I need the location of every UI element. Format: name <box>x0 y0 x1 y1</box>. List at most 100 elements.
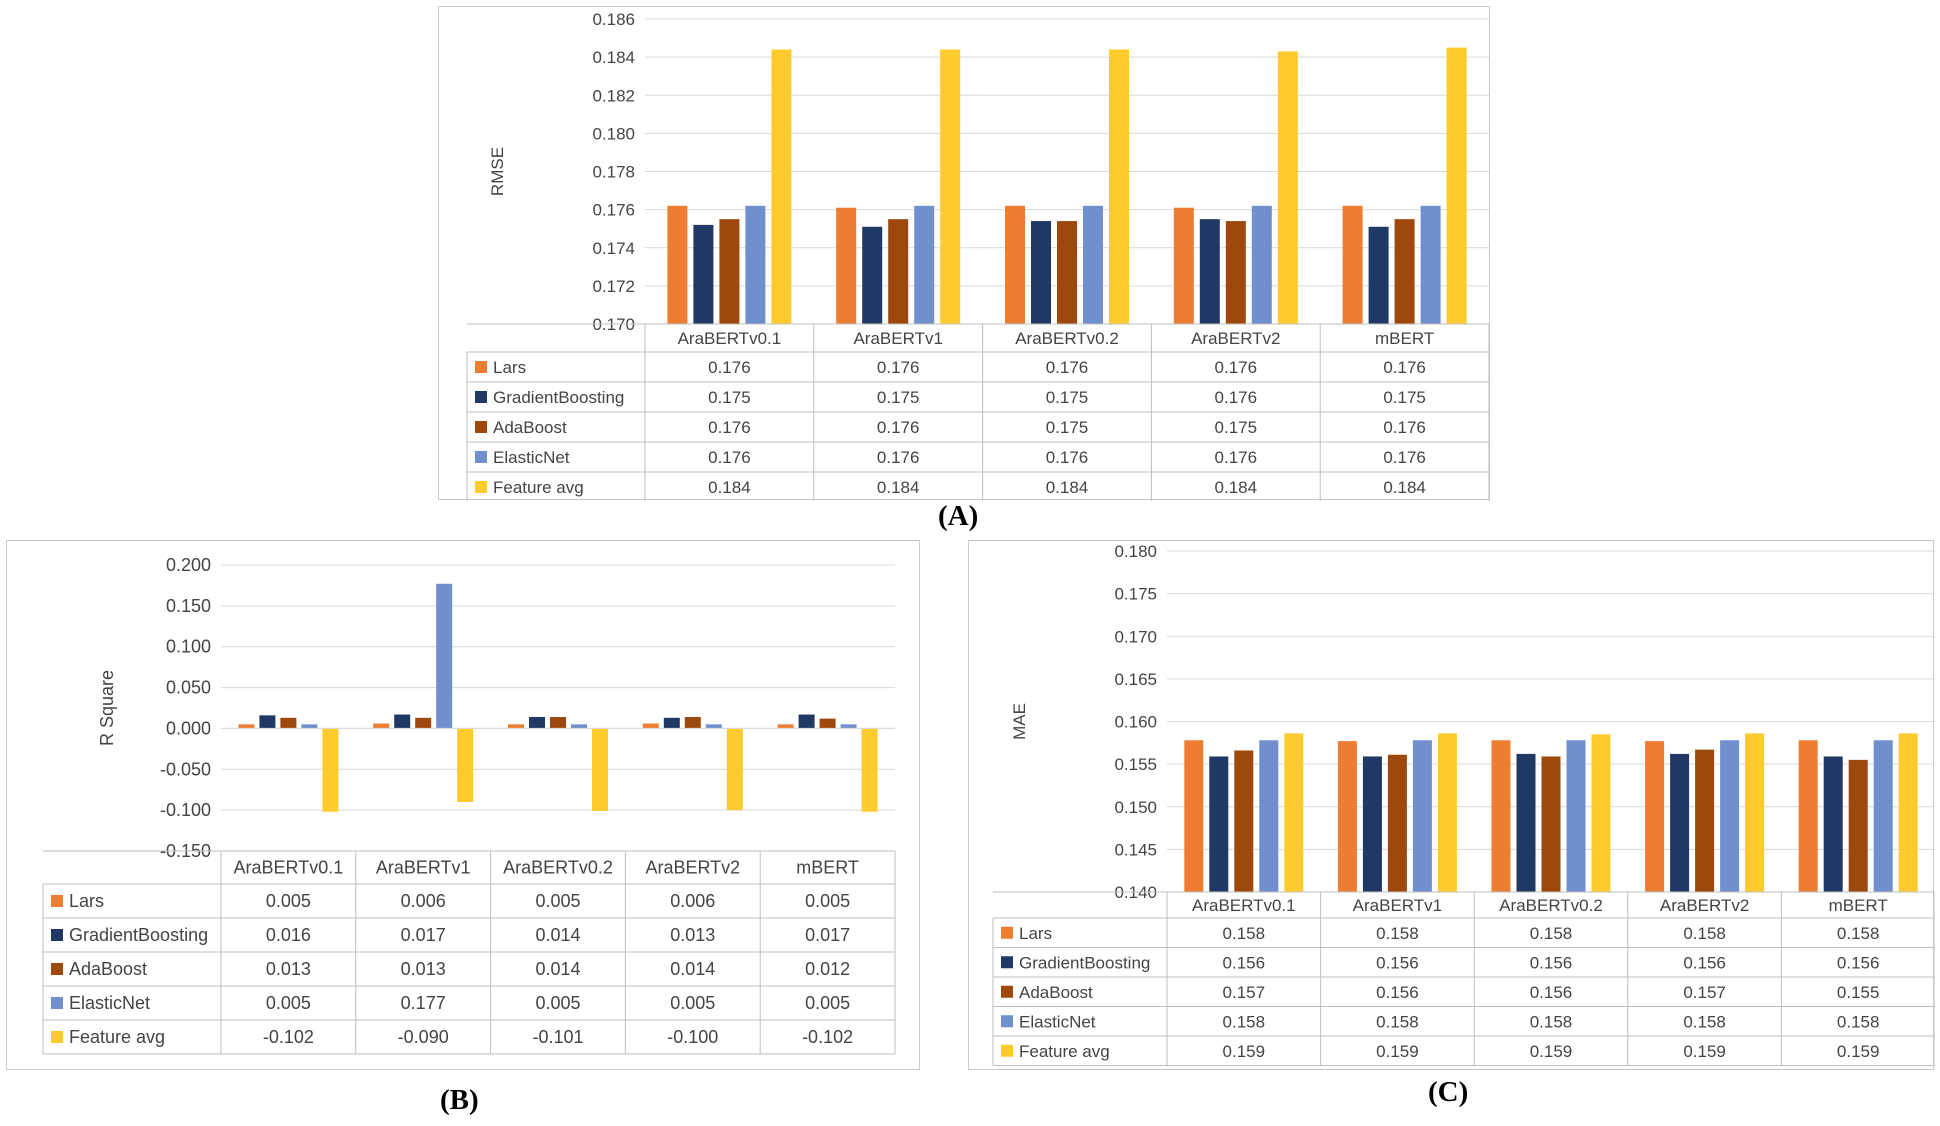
bar-lars-arabertv2 <box>1173 207 1194 324</box>
data-label: 0.158 <box>1223 1012 1266 1031</box>
data-label: 0.158 <box>1530 924 1573 943</box>
bar-elasticnet-arabertv1 <box>436 583 453 729</box>
data-label: 0.158 <box>1530 1012 1573 1031</box>
legend-label-gradientboosting: GradientBoosting <box>69 925 208 945</box>
y-axis-label: R Square <box>97 670 117 746</box>
y-tick-label: 0.174 <box>592 239 635 258</box>
chart-b-panel: 0.200 0.150 0.100 0.050 0.000 -0.050 -0.100 -0.… <box>6 540 920 1070</box>
legend-label-lars: Lars <box>1019 924 1052 943</box>
legend-label-lars: Lars <box>493 358 526 377</box>
category-label: mBERT <box>796 858 859 878</box>
data-label: 0.005 <box>266 891 311 911</box>
category-label: AraBERTv2 <box>645 858 740 878</box>
bar-lars-arabertv0-2 <box>1491 740 1511 892</box>
data-label: 0.158 <box>1683 1012 1726 1031</box>
bar-adaboost-arabertv2 <box>684 716 701 729</box>
bar-elasticnet-arabertv0-2 <box>1566 740 1586 892</box>
data-label: 0.013 <box>670 925 715 945</box>
bar-feature-avg-arabertv0-2 <box>1591 734 1611 892</box>
bar-elasticnet-mbert <box>1420 205 1441 324</box>
bar-lars-mbert <box>1798 740 1818 892</box>
bar-adaboost-mbert <box>1394 219 1415 324</box>
y-tick-label: 0.182 <box>592 86 635 105</box>
data-label: 0.184 <box>708 478 751 497</box>
bar-feature-avg-arabertv0-2 <box>592 728 608 811</box>
bar-elasticnet-arabertv0-1 <box>301 724 318 729</box>
bar-elasticnet-arabertv2 <box>1720 740 1740 892</box>
data-label: 0.159 <box>1530 1042 1573 1061</box>
bar-adaboost-mbert <box>1848 759 1868 892</box>
y-tick-label: 0.145 <box>1114 840 1157 859</box>
category-label: mBERT <box>1375 329 1434 348</box>
bar-lars-mbert <box>1342 205 1363 324</box>
data-label: 0.016 <box>266 925 311 945</box>
data-label: 0.005 <box>535 891 580 911</box>
y-tick-label: 0.150 <box>1114 798 1157 817</box>
y-tick-label: 0.000 <box>166 718 211 738</box>
y-tick-label: 0.050 <box>166 678 211 698</box>
bar-gradientboosting-mbert <box>1368 226 1389 324</box>
bar-elasticnet-arabertv1 <box>914 205 935 324</box>
data-label: 0.184 <box>1383 478 1426 497</box>
bar-lars-arabertv1 <box>836 207 857 324</box>
legend-swatch-elasticnet <box>1001 1015 1013 1028</box>
legend-label-feature-avg: Feature avg <box>69 1027 165 1047</box>
bar-gradientboosting-arabertv0-2 <box>1516 753 1536 892</box>
bar-lars-arabertv0-2 <box>1005 205 1025 324</box>
category-label: AraBERTv1 <box>853 329 942 348</box>
data-label: 0.017 <box>805 925 850 945</box>
data-label: 0.158 <box>1837 1012 1880 1031</box>
data-label: 0.175 <box>1046 388 1089 407</box>
legend-label-adaboost: AdaBoost <box>69 959 147 979</box>
bar-elasticnet-arabertv2 <box>705 724 722 729</box>
bar-elasticnet-arabertv1 <box>1412 740 1432 892</box>
bar-adaboost-arabertv1 <box>888 219 909 324</box>
legend-swatch-gradientboosting <box>1001 956 1013 969</box>
category-label: AraBERTv0.2 <box>503 858 613 878</box>
data-label: 0.184 <box>877 478 920 497</box>
y-tick-label: 0.175 <box>1114 585 1157 604</box>
bar-gradientboosting-arabertv0-2 <box>1031 221 1051 324</box>
data-label: -0.102 <box>802 1027 853 1047</box>
category-label: AraBERTv1 <box>1353 896 1442 915</box>
data-label: 0.159 <box>1376 1042 1419 1061</box>
data-label: 0.176 <box>708 358 751 377</box>
data-label: 0.156 <box>1376 953 1419 972</box>
rmse-chart: 0.186 0.184 0.182 0.180 0.178 0.176 0.174 0.172… <box>466 10 1490 501</box>
caption-b: (B) <box>440 1084 479 1116</box>
bar-adaboost-arabertv0-2 <box>1541 756 1561 892</box>
category-label: AraBERTv2 <box>1660 896 1749 915</box>
bar-gradientboosting-mbert <box>1823 756 1843 892</box>
y-tick-label: 0.178 <box>592 163 635 182</box>
legend-swatch-feature-avg <box>1001 1044 1013 1057</box>
data-label: 0.013 <box>266 959 311 979</box>
chart-c-panel: 0.180 0.175 0.170 0.165 0.160 0.155 0.150 0.145… <box>968 540 1935 1070</box>
data-label: 0.014 <box>535 959 580 979</box>
legend-label-gradientboosting: GradientBoosting <box>1019 953 1150 972</box>
y-tick-label: -0.050 <box>160 759 211 779</box>
data-label: 0.156 <box>1376 983 1419 1002</box>
y-tick-label: 0.155 <box>1114 755 1157 774</box>
data-label: 0.176 <box>1215 448 1258 467</box>
y-tick-label: 0.176 <box>592 201 635 220</box>
bar-feature-avg-arabertv2 <box>726 728 743 811</box>
data-label: 0.156 <box>1530 983 1573 1002</box>
bar-feature-avg-arabertv0-1 <box>771 49 792 324</box>
legend-swatch-adaboost <box>475 421 487 433</box>
bar-elasticnet-arabertv0-2 <box>571 724 587 729</box>
y-tick-label: 0.172 <box>592 277 635 296</box>
data-label: 0.175 <box>708 388 751 407</box>
bar-adaboost-arabertv2 <box>1695 749 1715 892</box>
category-label: AraBERTv0.1 <box>678 329 782 348</box>
data-label: 0.157 <box>1223 983 1266 1002</box>
data-label: 0.014 <box>535 925 580 945</box>
bar-lars-arabertv2 <box>642 723 659 729</box>
data-label: 0.175 <box>1215 418 1258 437</box>
bar-gradientboosting-arabertv1 <box>1362 756 1382 892</box>
bar-lars-arabertv0-1 <box>1184 740 1204 892</box>
bar-gradientboosting-arabertv2 <box>1199 219 1220 324</box>
legend-swatch-feature-avg <box>51 1031 63 1043</box>
bar-adaboost-arabertv0-2 <box>550 716 566 729</box>
bar-elasticnet-arabertv0-1 <box>1259 740 1279 892</box>
bar-elasticnet-arabertv0-2 <box>1083 205 1103 324</box>
